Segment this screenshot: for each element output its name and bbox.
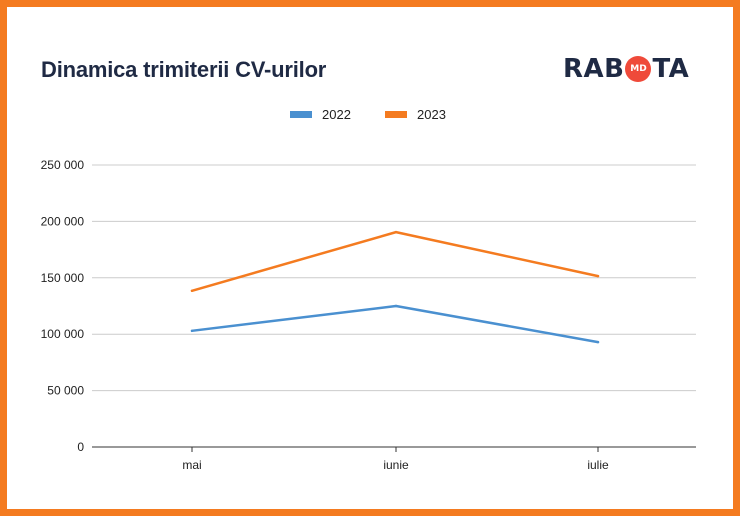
legend-swatch-2022 xyxy=(290,111,312,118)
data-point-2022 xyxy=(394,304,398,308)
x-tick-label: iulie xyxy=(587,458,609,472)
logo-text-left: RAB xyxy=(563,54,625,84)
logo-text-right: TA xyxy=(652,54,690,84)
rabota-logo: RAB MD TA xyxy=(563,51,689,87)
data-point-2023 xyxy=(596,274,600,278)
y-tick-label: 0 xyxy=(77,440,84,454)
data-point-2022 xyxy=(596,340,600,344)
y-tick-label: 250 000 xyxy=(41,158,85,172)
y-tick-label: 50 000 xyxy=(47,384,84,398)
chart-title: Dinamica trimiterii CV-urilor xyxy=(41,57,327,82)
legend-label-2023: 2023 xyxy=(417,107,446,122)
data-point-2023 xyxy=(190,289,194,292)
x-tick-label: mai xyxy=(182,458,201,472)
legend-swatch-2023 xyxy=(385,111,407,118)
x-tick-label: iunie xyxy=(383,458,409,472)
logo-badge-icon: MD xyxy=(625,56,652,82)
y-tick-label: 200 000 xyxy=(41,214,85,228)
series-line-2023 xyxy=(190,230,600,293)
series-line-2022 xyxy=(190,304,600,344)
data-point-2023 xyxy=(394,230,398,234)
y-tick-label: 100 000 xyxy=(41,327,85,341)
y-tick-label: 150 000 xyxy=(41,271,85,285)
legend-label-2022: 2022 xyxy=(322,107,351,122)
data-point-2022 xyxy=(190,329,194,333)
